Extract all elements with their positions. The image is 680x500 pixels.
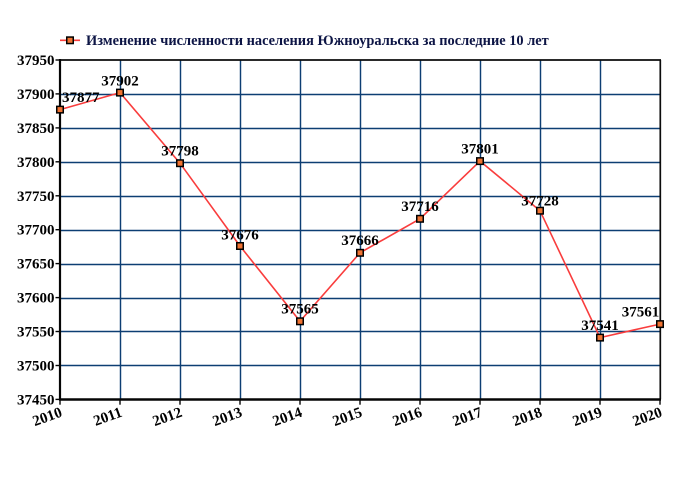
svg-text:37676: 37676 <box>221 228 259 244</box>
svg-text:37561: 37561 <box>622 304 660 320</box>
svg-text:37800: 37800 <box>17 155 55 171</box>
svg-text:37550: 37550 <box>17 325 55 341</box>
svg-text:37500: 37500 <box>17 359 55 375</box>
svg-text:37750: 37750 <box>17 189 55 205</box>
svg-text:37850: 37850 <box>17 121 55 137</box>
svg-text:Изменение численности населени: Изменение численности населения Южноурал… <box>86 33 549 49</box>
svg-text:37900: 37900 <box>17 87 55 103</box>
svg-text:37650: 37650 <box>17 257 55 273</box>
svg-text:37700: 37700 <box>17 223 55 239</box>
svg-text:37877: 37877 <box>62 90 100 106</box>
svg-text:37600: 37600 <box>17 291 55 307</box>
svg-text:37801: 37801 <box>461 141 499 157</box>
svg-text:37716: 37716 <box>401 199 439 215</box>
svg-text:37450: 37450 <box>17 392 55 408</box>
svg-text:37950: 37950 <box>17 53 55 69</box>
svg-text:37541: 37541 <box>581 318 619 334</box>
svg-text:37565: 37565 <box>281 302 319 318</box>
svg-text:37798: 37798 <box>161 143 199 159</box>
svg-text:37666: 37666 <box>341 233 379 249</box>
svg-text:37728: 37728 <box>521 194 559 210</box>
svg-text:37902: 37902 <box>101 74 139 90</box>
